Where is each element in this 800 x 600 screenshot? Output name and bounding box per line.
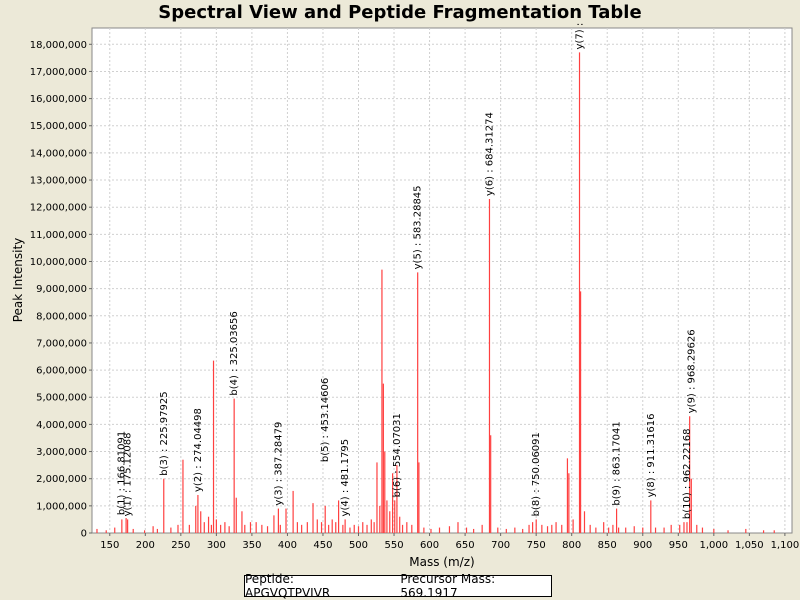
x-tick-label: 200 [136, 540, 155, 551]
plot-area [91, 27, 793, 534]
y-tick-label: 5,000,000 [36, 393, 87, 404]
x-tick-label: 900 [633, 540, 652, 551]
x-tick-label: 1,000 [700, 540, 729, 551]
fragment-annotation: b(5) : 453.14606 [320, 378, 331, 462]
y-tick-label: 4,000,000 [36, 420, 87, 431]
fragment-annotation: b(4) : 325.03656 [229, 311, 240, 395]
x-tick-label: 800 [562, 540, 581, 551]
legend-box: Peptide: APGVQTPVIVR Precursor Mass: 569… [244, 572, 552, 600]
y-tick-label: 10,000,000 [30, 257, 87, 268]
y-tick-label: 12,000,000 [30, 203, 87, 214]
chart-title: Spectral View and Peptide Fragmentation … [158, 2, 642, 23]
x-tick-label: 850 [598, 540, 617, 551]
grid-layer [92, 28, 792, 533]
fragment-annotation: b(10) : 962.22168 [682, 428, 693, 519]
fragment-annotation: b(9) : 863.17041 [612, 421, 623, 505]
x-tick-label: 250 [171, 540, 190, 551]
x-tick-label: 600 [420, 540, 439, 551]
y-tick-label: 2,000,000 [36, 474, 87, 485]
fragment-annotation: b(8) : 750.06091 [531, 432, 542, 516]
y-tick-label: 8,000,000 [36, 311, 87, 322]
y-tick-label: 16,000,000 [30, 94, 87, 105]
x-tick-label: 1,050 [735, 540, 764, 551]
axis-layer: 0 1,000,000 2,000,000 3,000,000 4,000,000 5,0… [30, 40, 799, 551]
y-tick-label: 17,000,000 [30, 67, 87, 78]
x-axis-label: Mass (m/z) [409, 555, 474, 569]
fragment-annotation: b(6) : 554.07031 [392, 413, 403, 497]
fragment-annotation: b(3) : 225.97925 [159, 391, 170, 475]
fragment-annotation: y(6) : 684.31274 [484, 112, 495, 196]
x-tick-label: 700 [491, 540, 510, 551]
x-tick-label: 550 [384, 540, 403, 551]
x-tick-label: 750 [527, 540, 546, 551]
legend-precursor-mass: Precursor Mass: 569.1917 [400, 572, 496, 600]
y-tick-label: 14,000,000 [30, 148, 87, 159]
x-tick-label: 300 [207, 540, 226, 551]
fragment-annotation: y(4) : 481.1795 [340, 439, 351, 517]
legend-peptide: Peptide: APGVQTPVIVR [245, 572, 331, 600]
y-tick-label: 7,000,000 [36, 338, 87, 349]
y-axis-label: Peak Intensity [11, 238, 25, 323]
x-tick-label: 150 [100, 540, 119, 551]
x-tick-label: 400 [278, 540, 297, 551]
x-tick-label: 950 [669, 540, 688, 551]
y-tick-label: 9,000,000 [36, 284, 87, 295]
y-tick-label: 15,000,000 [30, 121, 87, 132]
x-tick-label: 650 [456, 540, 475, 551]
fragment-annotation: y(5) : 583.28845 [413, 185, 424, 269]
y-tick-label: 6,000,000 [36, 366, 87, 377]
y-tick-label: 3,000,000 [36, 447, 87, 458]
y-tick-label: 1,000,000 [36, 501, 87, 512]
x-tick-label: 450 [313, 540, 332, 551]
fragment-annotation: y(1) : 175.12088 [123, 433, 134, 517]
x-tick-label: 500 [349, 540, 368, 551]
y-tick-label: 0 [81, 529, 87, 540]
fragment-annotation: b(1) : 166.81091 [117, 431, 128, 515]
fragment-annotation: y(3) : 387.28479 [273, 422, 284, 506]
fragment-annotation: y(9) : 968.29626 [686, 329, 697, 413]
y-tick-label: 13,000,000 [30, 176, 87, 187]
peak-layer [96, 52, 775, 533]
x-tick-label: 1,100 [771, 540, 800, 551]
y-tick-label: 18,000,000 [30, 40, 87, 51]
fragment-annotation: y(7) : [575, 23, 586, 50]
x-tick-label: 350 [242, 540, 261, 551]
fragment-annotation: y(2) : 274.04498 [193, 408, 204, 492]
y-tick-label: 11,000,000 [30, 230, 87, 241]
fragment-annotation: y(8) : 911.31616 [646, 414, 657, 498]
